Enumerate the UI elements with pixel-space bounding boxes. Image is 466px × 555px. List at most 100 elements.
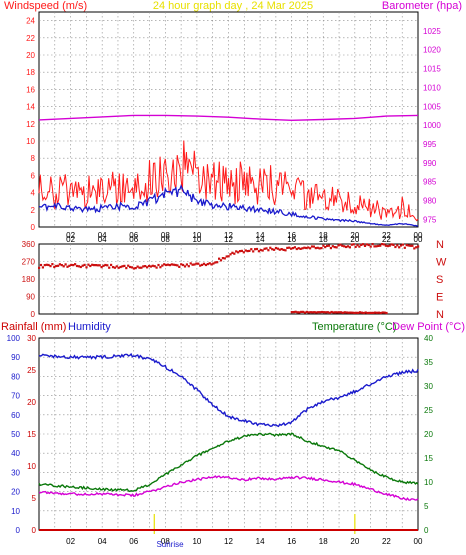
direction-point — [309, 247, 312, 250]
direction-point — [403, 246, 406, 249]
direction-point — [291, 247, 295, 250]
direction-point — [159, 266, 162, 269]
direction-point — [176, 264, 179, 267]
direction-point — [345, 245, 348, 249]
direction-point — [309, 311, 312, 314]
direction-point — [346, 245, 350, 248]
direction-point — [339, 311, 343, 314]
temperature-line — [38, 432, 419, 493]
direction-point — [60, 264, 63, 267]
direction-point — [168, 264, 171, 267]
barometer-line — [38, 114, 419, 122]
direction-point — [227, 255, 230, 258]
direction-point — [238, 250, 242, 253]
direction-point — [129, 265, 132, 269]
direction-point — [352, 243, 355, 246]
direction-point — [161, 264, 164, 267]
direction-point — [38, 266, 41, 269]
barometer-tick: 980 — [423, 197, 437, 206]
direction-point — [259, 249, 262, 252]
wind-hour-tick: 12 — [224, 231, 233, 240]
wind-hour-tick: 04 — [98, 231, 107, 240]
direction-point — [321, 310, 324, 314]
direction-point — [155, 266, 158, 269]
direction-point — [326, 311, 329, 314]
direction-point — [212, 262, 215, 265]
rainfall-tick: 10 — [27, 462, 36, 471]
direction-point — [379, 311, 382, 315]
direction-point — [370, 311, 373, 314]
direction-hour-tick: 12 — [224, 235, 233, 244]
direction-point — [355, 311, 358, 314]
wind-hour-tick: 06 — [129, 231, 138, 240]
wind-hour-tick: 02 — [66, 231, 75, 240]
direction-point — [334, 311, 337, 314]
humidity-tick: 90 — [11, 353, 20, 362]
direction-point — [113, 266, 116, 269]
direction-hour-tick: 22 — [382, 235, 391, 244]
direction-point — [343, 311, 346, 314]
direction-point — [307, 246, 310, 249]
direction-hour-tick: 10 — [192, 235, 201, 244]
direction-point — [166, 263, 170, 266]
direction-point — [104, 263, 107, 267]
windspeed-tick: 14 — [26, 103, 35, 112]
direction-point — [301, 247, 304, 250]
direction-point — [302, 310, 305, 313]
direction-point — [324, 246, 327, 249]
direction-point — [218, 257, 221, 260]
direction-point — [57, 264, 60, 267]
direction-degree-tick: 90 — [26, 293, 35, 302]
temperature-hour-tick: 22 — [382, 537, 391, 546]
direction-point — [248, 249, 251, 252]
direction-point — [273, 248, 276, 251]
wind-hour-tick: 16 — [287, 231, 296, 240]
direction-point — [382, 243, 386, 246]
direction-point — [121, 265, 124, 268]
direction-point — [51, 263, 54, 266]
direction-point — [193, 263, 196, 266]
direction-point — [138, 266, 141, 269]
direction-point — [276, 247, 279, 250]
direction-point — [153, 265, 156, 268]
direction-point — [195, 262, 198, 265]
windspeed-label: Windspeed (m/s) — [4, 0, 87, 12]
direction-point — [311, 311, 314, 314]
rainfall-tick: 20 — [27, 398, 36, 407]
direction-point — [225, 255, 228, 258]
direction-point — [299, 247, 302, 250]
direction-point — [110, 263, 113, 266]
direction-point — [53, 265, 56, 269]
direction-point — [375, 245, 378, 248]
direction-point — [327, 244, 331, 247]
windspeed-tick: 10 — [26, 137, 35, 146]
direction-point — [77, 265, 80, 268]
direction-point — [368, 311, 371, 314]
rainfall-label: Rainfall (mm) — [1, 321, 66, 333]
direction-point — [125, 267, 128, 270]
humidity-tick: 80 — [11, 372, 20, 381]
windspeed-tick: 4 — [31, 189, 36, 198]
rainfall-tick: 30 — [27, 334, 36, 343]
temperature-tick: 35 — [424, 358, 433, 367]
direction-point — [93, 264, 96, 267]
temperature-hour-tick: 16 — [287, 537, 296, 546]
direction-point — [385, 311, 388, 315]
direction-point — [140, 266, 143, 269]
temperature-tick: 20 — [424, 430, 433, 439]
direction-point — [398, 246, 401, 249]
direction-point — [255, 247, 259, 251]
direction-point — [257, 250, 260, 253]
rainfall-tick: 25 — [27, 366, 36, 375]
direction-point — [170, 263, 173, 266]
direction-point — [372, 311, 375, 314]
direction-point — [144, 265, 147, 268]
barometer-tick: 1025 — [423, 27, 441, 36]
direction-point — [163, 263, 166, 266]
direction-hour-tick: 02 — [66, 235, 75, 244]
compass-tick: N — [436, 309, 444, 321]
direction-point — [417, 245, 420, 248]
direction-point — [165, 263, 168, 267]
temperature-hour-tick: 10 — [192, 537, 201, 546]
barometer-tick: 985 — [423, 178, 437, 187]
